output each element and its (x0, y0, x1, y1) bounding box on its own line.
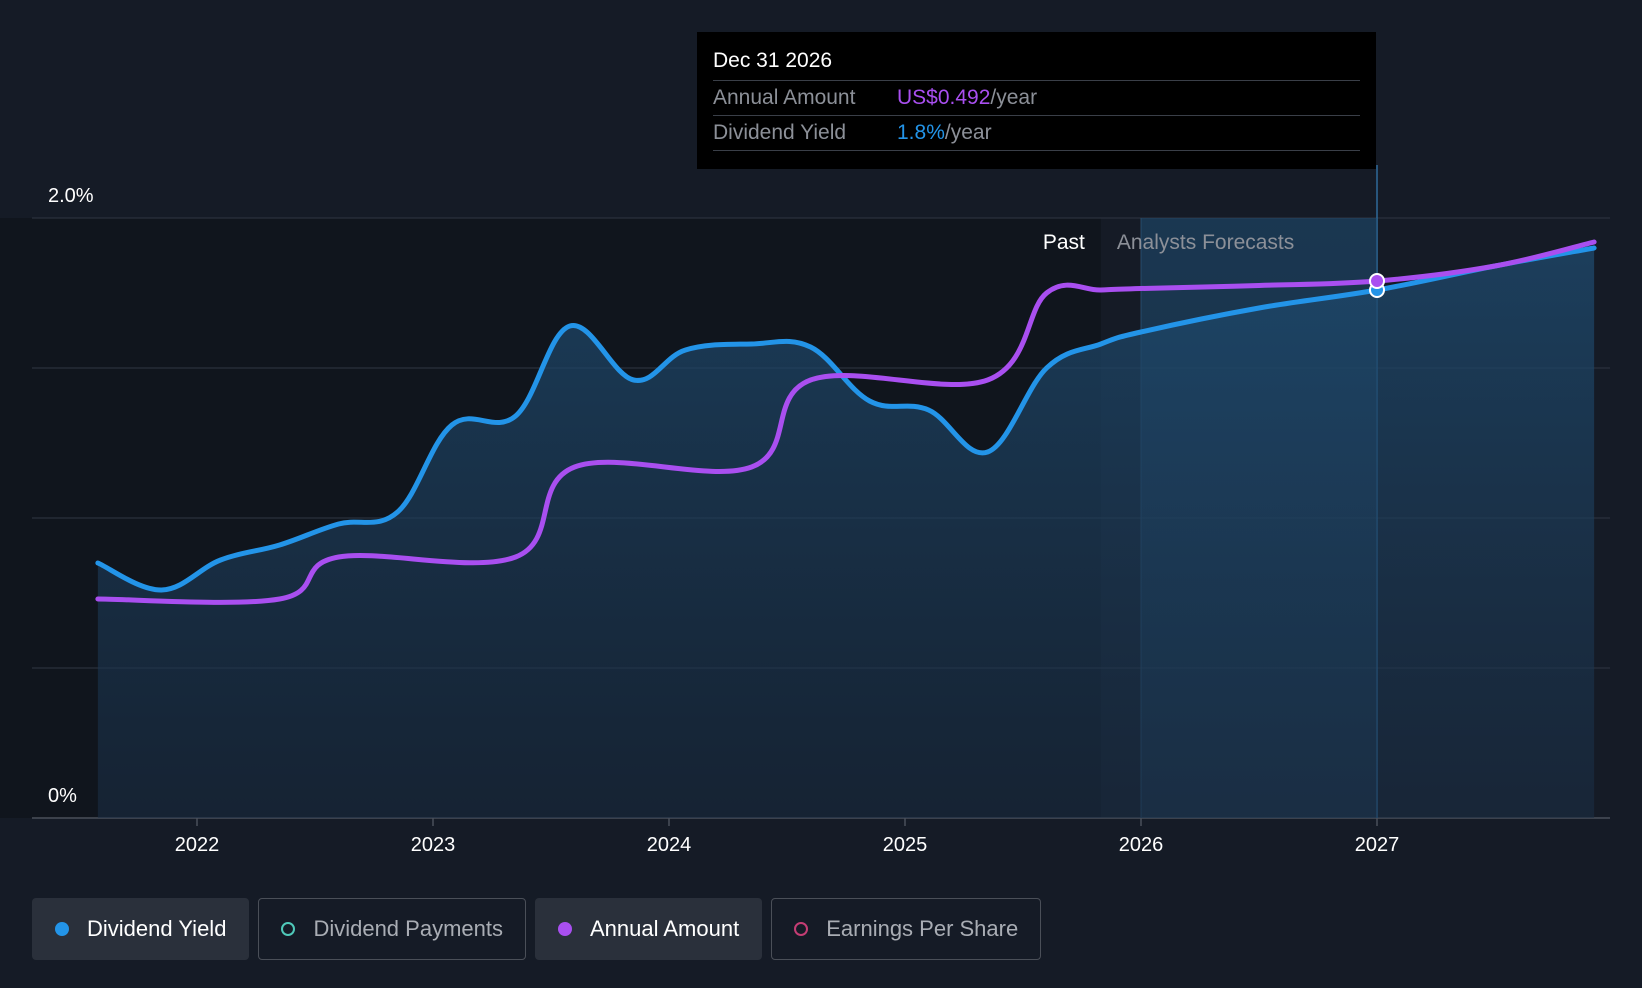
dividend-yield-line (95, 245, 1597, 593)
ring-icon (794, 922, 809, 936)
tooltip-date: Dec 31 2026 (713, 46, 1360, 81)
dot-icon (55, 922, 69, 936)
dot-icon (557, 922, 572, 936)
legend-label: Annual Amount (589, 916, 740, 941)
tooltip-label: Annual Amount (713, 86, 856, 109)
chart-legend: Dividend Yield Dividend Payments Annual … (32, 898, 1042, 960)
x-tick-label: 2026 (1119, 834, 1164, 856)
tooltip-label: Dividend Yield (713, 121, 847, 144)
y-tick-label: 0% (48, 785, 77, 807)
tooltip-value: US$0.492 (897, 86, 991, 109)
tooltip-row-dividend-yield: Dividend Yield 1.8% /year (713, 116, 1360, 151)
forecast-label: Analysts Forecasts (1117, 231, 1294, 254)
legend-dividend-payments[interactable]: Dividend Payments (258, 898, 526, 960)
x-tick-label: 2025 (883, 834, 928, 856)
annual-amount-hover-marker (1369, 273, 1385, 289)
past-label: Past (1043, 231, 1085, 254)
dividend-yield-area (97, 248, 1595, 818)
x-tick-label: 2022 (175, 834, 220, 856)
ring-icon (281, 922, 296, 936)
legend-label: Earnings Per Share (826, 916, 1019, 941)
legend-earnings-per-share[interactable]: Earnings Per Share (771, 898, 1042, 960)
tooltip-unit: /year (990, 86, 1038, 109)
tooltip-row-annual-amount: Annual Amount US$0.492 /year (713, 81, 1360, 116)
x-tick-label: 2027 (1355, 834, 1400, 856)
x-tick-label: 2024 (647, 834, 692, 856)
x-tick-label: 2023 (411, 834, 456, 856)
tooltip-value: 1.8% (897, 121, 945, 144)
annual-amount-line (95, 239, 1597, 605)
tooltip-unit: /year (944, 121, 992, 144)
legend-label: Dividend Yield (87, 916, 227, 941)
legend-label: Dividend Payments (313, 916, 503, 941)
legend-annual-amount[interactable]: Annual Amount (534, 898, 763, 960)
legend-dividend-yield[interactable]: Dividend Yield (32, 898, 250, 960)
chart-tooltip: Dec 31 2026 Annual Amount US$0.492 /year… (697, 32, 1376, 169)
y-tick-label: 2.0% (48, 185, 94, 207)
